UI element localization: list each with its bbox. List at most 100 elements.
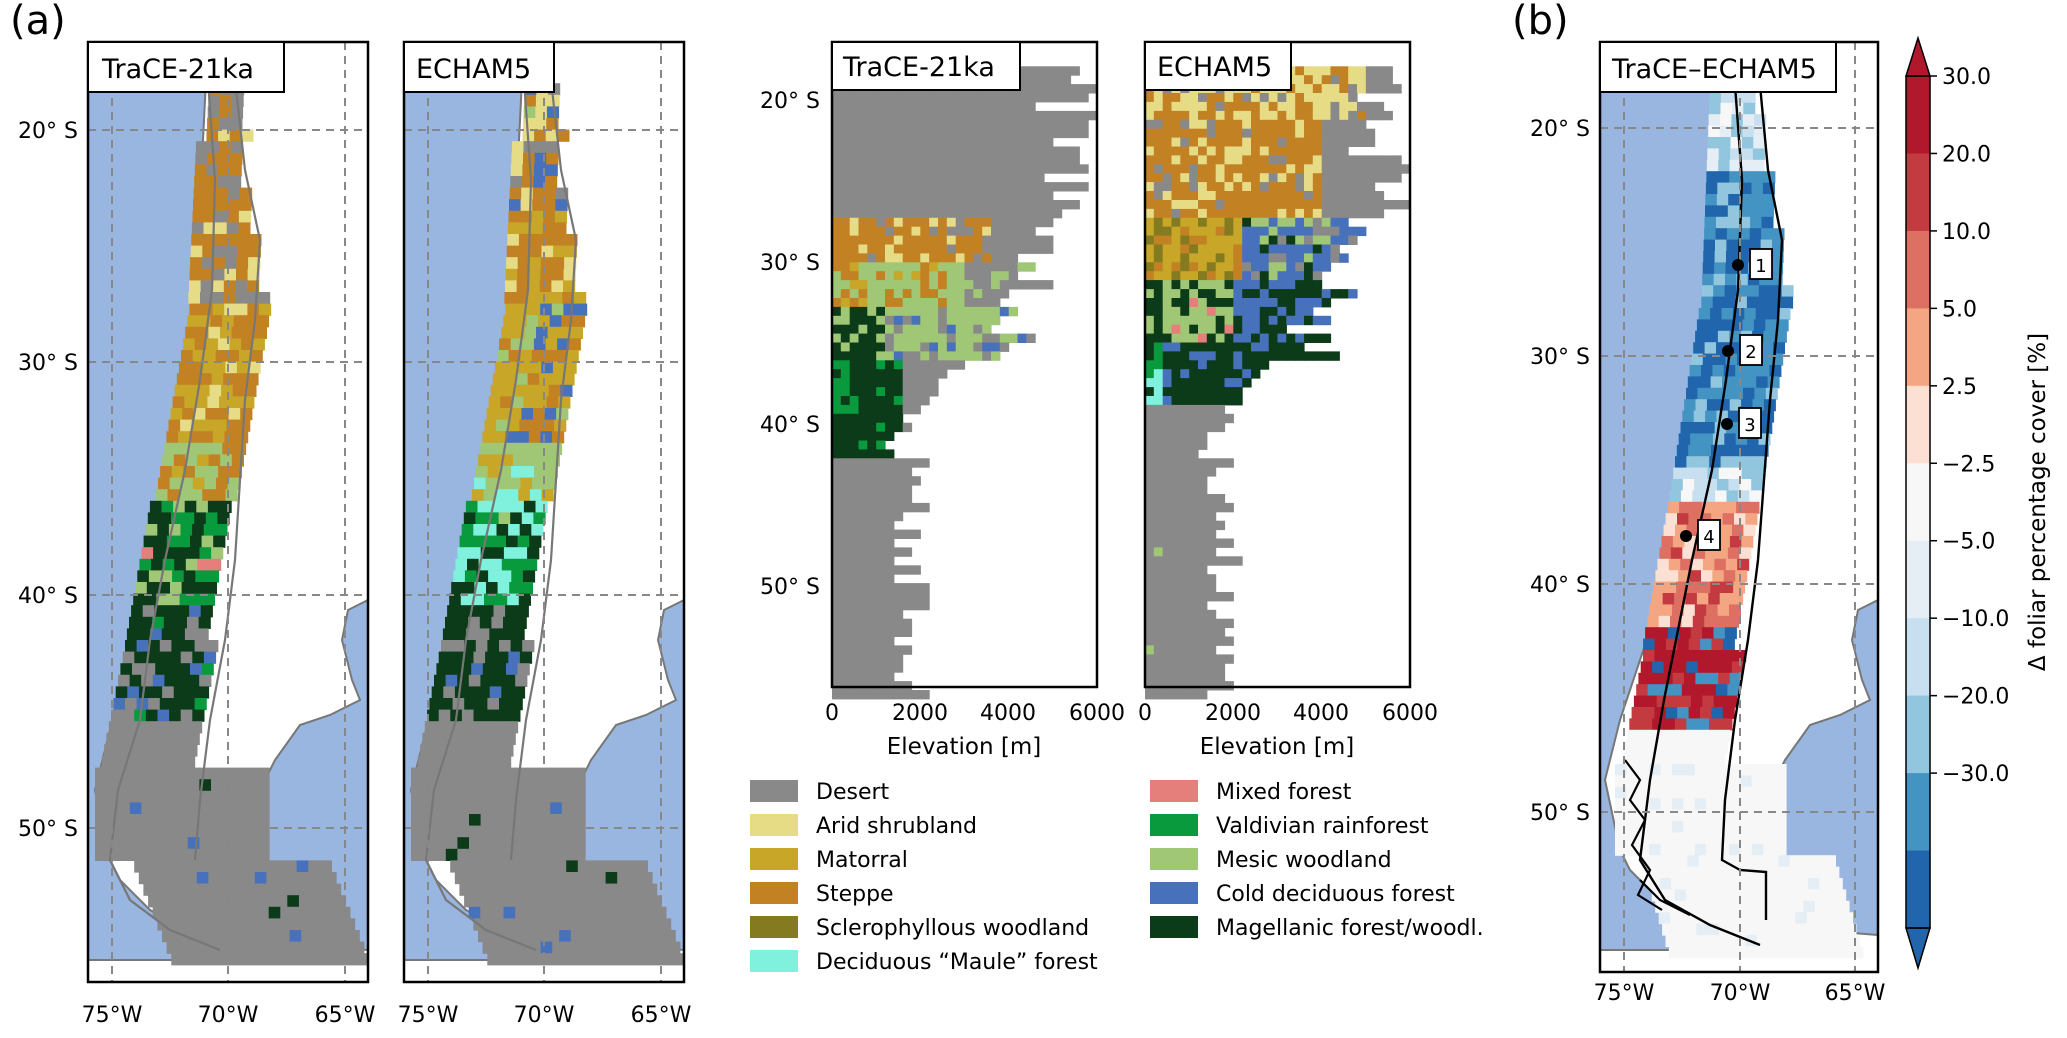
- difference-cell: [1680, 490, 1693, 503]
- elevation-cell: [1321, 315, 1332, 326]
- vegetation-cell: [241, 338, 254, 351]
- elevation-cell: [832, 360, 842, 370]
- difference-cell: [1624, 741, 1637, 754]
- elevation-cell: [1189, 645, 1199, 655]
- vegetation-cell: [529, 489, 543, 502]
- elevation-cell: [1286, 244, 1296, 254]
- elevation-cell: [1206, 93, 1217, 103]
- lat-tick: 40° S: [1530, 573, 1590, 598]
- difference-cell: [1751, 764, 1764, 776]
- vegetation-cell: [601, 860, 614, 873]
- vegetation-cell: [510, 164, 523, 177]
- elevation-cell: [911, 155, 921, 165]
- elevation-cell: [1206, 128, 1217, 139]
- elevation-cell: [1153, 360, 1164, 370]
- difference-cell: [1834, 889, 1847, 902]
- elevation-cell: [1189, 485, 1199, 495]
- elevation-cell: [1017, 137, 1027, 147]
- elevation-cell: [1171, 476, 1181, 486]
- elevation-cell: [1145, 520, 1155, 531]
- elevation-cell: [867, 128, 877, 139]
- elevation-cell: [832, 128, 842, 139]
- difference-cell: [1753, 923, 1766, 936]
- elevation-cell: [1162, 476, 1173, 486]
- elevation-cell: [1198, 600, 1208, 611]
- elevation-cell: [938, 306, 948, 317]
- elevation-cell: [1233, 298, 1243, 308]
- difference-cell: [1770, 866, 1783, 879]
- elevation-cell: [1026, 208, 1036, 219]
- elevation-cell: [1330, 191, 1340, 201]
- elevation-cell: [1251, 200, 1261, 210]
- elevation-cell: [1304, 164, 1314, 174]
- elevation-cell: [1198, 645, 1208, 655]
- elevation-cell: [858, 413, 868, 424]
- elevation-cell: [1180, 324, 1190, 335]
- elevation-cell: [982, 298, 992, 308]
- vegetation-cell: [259, 941, 272, 954]
- vegetation-cell: [494, 535, 507, 548]
- elevation-cell: [1180, 494, 1190, 504]
- elevation-cell: [893, 137, 904, 147]
- vegetation-cell: [489, 686, 502, 699]
- difference-cell: [1683, 604, 1696, 617]
- panel-label-b: (b): [1512, 0, 1569, 44]
- elevation-cell: [1153, 538, 1164, 548]
- vegetation-cell: [258, 292, 271, 305]
- elevation-cell: [1233, 271, 1243, 281]
- difference-cell: [1690, 501, 1703, 514]
- vegetation-cell: [621, 883, 634, 896]
- elevation-cell: [1286, 306, 1296, 317]
- elevation-cell: [1251, 333, 1261, 343]
- vegetation-cell: [510, 640, 523, 653]
- vegetation-cell: [663, 930, 676, 943]
- vegetation-cell: [218, 118, 231, 131]
- difference-cell: [1729, 843, 1741, 856]
- difference-cell: [1767, 308, 1780, 320]
- vegetation-cell: [201, 257, 214, 270]
- vegetation-cell: [158, 582, 171, 595]
- elevation-cell: [1035, 128, 1045, 139]
- elevation-cell: [1224, 369, 1234, 379]
- elevation-cell: [1162, 324, 1173, 335]
- elevation-cell: [1198, 200, 1208, 210]
- difference-cell: [1671, 479, 1684, 491]
- elevation-cell: [885, 476, 895, 486]
- vegetation-cell: [492, 674, 505, 687]
- difference-cell: [1762, 878, 1775, 890]
- vegetation-cell: [556, 895, 570, 908]
- elevation-cell: [1215, 200, 1226, 210]
- elevation-cell: [991, 298, 1001, 308]
- difference-cell: [1711, 935, 1724, 947]
- elevation-cell: [1286, 146, 1296, 156]
- vegetation-cell: [144, 593, 157, 606]
- elevation-cell: [1198, 253, 1208, 263]
- vegetation-cell: [202, 361, 215, 374]
- difference-cell: [1720, 524, 1733, 537]
- difference-cell: [1696, 467, 1708, 480]
- vegetation-cell: [173, 872, 186, 885]
- elevation-cell: [1079, 110, 1089, 121]
- vegetation-cell: [234, 373, 247, 386]
- vegetation-cell: [228, 187, 241, 200]
- elevation-cell: [1215, 342, 1226, 352]
- vegetation-cell: [506, 257, 519, 270]
- difference-cell: [1756, 376, 1769, 389]
- elevation-cell: [999, 306, 1010, 317]
- elevation-cell: [867, 351, 877, 361]
- elevation-cell: [991, 200, 1001, 210]
- elevation-cell: [920, 93, 930, 103]
- vegetation-cell: [176, 790, 189, 803]
- vegetation-cell: [524, 930, 537, 943]
- difference-cell: [1751, 479, 1764, 491]
- vegetation-cell: [329, 883, 342, 896]
- difference-cell: [1681, 615, 1694, 628]
- vegetation-cell: [210, 906, 223, 919]
- vegetation-cell: [582, 872, 595, 885]
- vegetation-cell: [285, 918, 298, 931]
- elevation-cell: [1026, 333, 1036, 343]
- elevation-cell: [1215, 351, 1226, 361]
- vegetation-cell: [312, 872, 325, 885]
- difference-cell: [1686, 889, 1698, 902]
